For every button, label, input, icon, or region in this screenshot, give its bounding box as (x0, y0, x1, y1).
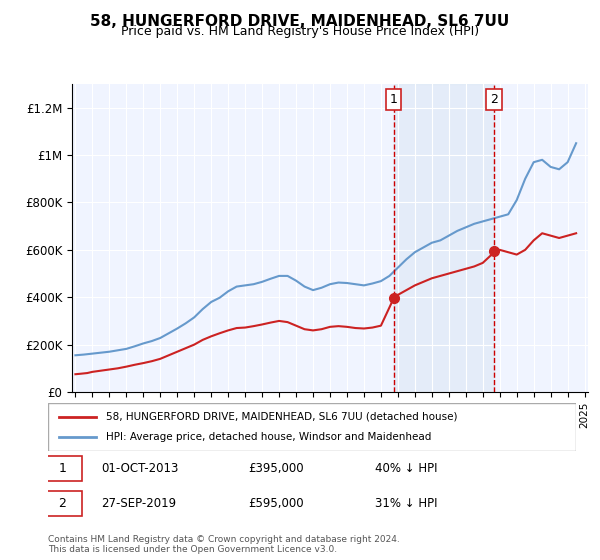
Text: £395,000: £395,000 (248, 462, 304, 475)
Text: 01-OCT-2013: 01-OCT-2013 (101, 462, 178, 475)
Text: 58, HUNGERFORD DRIVE, MAIDENHEAD, SL6 7UU: 58, HUNGERFORD DRIVE, MAIDENHEAD, SL6 7U… (91, 14, 509, 29)
Text: 2: 2 (490, 93, 498, 106)
Text: 31% ↓ HPI: 31% ↓ HPI (376, 497, 438, 510)
Text: 58, HUNGERFORD DRIVE, MAIDENHEAD, SL6 7UU (detached house): 58, HUNGERFORD DRIVE, MAIDENHEAD, SL6 7U… (106, 412, 458, 422)
FancyBboxPatch shape (48, 403, 576, 451)
FancyBboxPatch shape (43, 456, 82, 481)
Text: 1: 1 (390, 93, 398, 106)
Text: 1: 1 (58, 462, 66, 475)
Text: 2: 2 (58, 497, 66, 510)
Text: HPI: Average price, detached house, Windsor and Maidenhead: HPI: Average price, detached house, Wind… (106, 432, 431, 442)
Text: Price paid vs. HM Land Registry's House Price Index (HPI): Price paid vs. HM Land Registry's House … (121, 25, 479, 38)
Text: Contains HM Land Registry data © Crown copyright and database right 2024.
This d: Contains HM Land Registry data © Crown c… (48, 535, 400, 554)
Text: 40% ↓ HPI: 40% ↓ HPI (376, 462, 438, 475)
Text: 27-SEP-2019: 27-SEP-2019 (101, 497, 176, 510)
FancyBboxPatch shape (43, 491, 82, 516)
Text: £595,000: £595,000 (248, 497, 304, 510)
Bar (394, 84, 494, 392)
